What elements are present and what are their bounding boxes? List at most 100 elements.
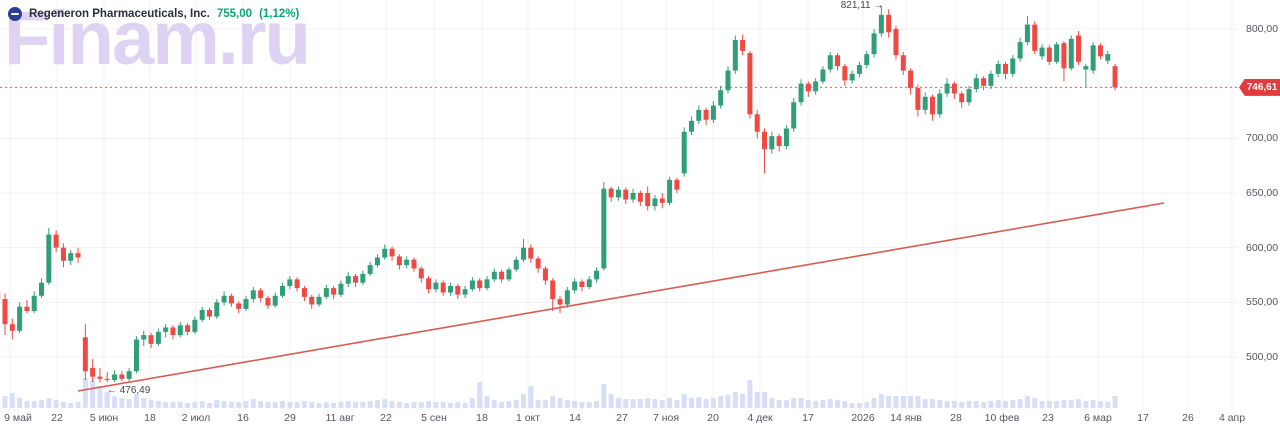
volume-bar	[535, 400, 541, 408]
logo-dash	[11, 12, 19, 16]
candle-body	[710, 105, 716, 120]
volume-bar	[645, 398, 651, 408]
volume-bar	[674, 400, 680, 408]
volume-bar	[681, 394, 687, 408]
volume-bar	[732, 392, 738, 408]
candle-body	[900, 55, 906, 71]
volume-bar	[499, 402, 505, 408]
candle-body	[455, 285, 461, 295]
candle-body	[805, 83, 811, 92]
candle-body	[783, 128, 789, 146]
candle-body	[542, 268, 548, 281]
candle-body	[645, 193, 651, 207]
volume-bar	[878, 394, 884, 408]
volume-bar	[557, 398, 563, 408]
x-axis-label: 23	[1042, 412, 1054, 424]
candle-body	[367, 265, 373, 274]
instrument-price: 755,00	[216, 8, 253, 20]
volume-bar	[265, 402, 271, 408]
candle-body	[521, 247, 527, 260]
x-axis-label: 22	[380, 412, 392, 424]
candle-body	[221, 295, 227, 303]
volume-bar	[243, 401, 249, 408]
candle-body	[754, 114, 760, 132]
candle-body	[433, 282, 439, 290]
candle-body	[608, 188, 614, 198]
volume-bar	[17, 398, 23, 408]
candle-body	[564, 290, 570, 305]
candle-body	[623, 189, 629, 200]
candle-body	[557, 299, 563, 305]
candle-body	[601, 188, 607, 269]
volume-bar	[433, 402, 439, 408]
candle-body	[871, 33, 877, 55]
candle-body	[842, 66, 848, 81]
volume-bar	[185, 403, 191, 408]
candle-body	[849, 73, 855, 81]
regeneron-logo-icon	[8, 7, 22, 21]
candle-body	[2, 299, 8, 325]
candle-body	[856, 65, 862, 74]
x-axis-label: 18	[144, 412, 156, 424]
x-axis-label: 5 сен	[421, 412, 447, 424]
candle-body	[353, 276, 359, 283]
volume-bar	[389, 401, 395, 408]
volume-bar	[827, 399, 833, 408]
candle-body	[981, 78, 987, 86]
candle-body	[53, 234, 59, 248]
volume-bar	[564, 400, 570, 408]
volume-bar	[835, 400, 841, 408]
volume-bar	[710, 398, 716, 408]
candle-body	[550, 280, 556, 300]
candle-body	[75, 253, 81, 258]
y-axis-label: 650,00	[1246, 187, 1279, 199]
volume-bar	[864, 402, 870, 408]
volume-bar	[396, 402, 402, 408]
candle-body	[973, 78, 979, 90]
candle-body	[535, 258, 541, 269]
volume-bar	[469, 398, 475, 408]
volume-bar	[345, 401, 351, 408]
candle-body	[258, 290, 264, 298]
candle-body	[133, 339, 139, 372]
volume-bar	[754, 392, 760, 408]
candle-body	[287, 279, 293, 286]
volume-bar	[46, 398, 52, 408]
volume-bar	[1068, 400, 1074, 408]
candle-body	[24, 306, 30, 312]
candle-body	[630, 193, 636, 200]
volume-bar	[404, 403, 410, 408]
volume-bar	[725, 395, 731, 408]
low-price-annotation: ← 476,49	[106, 384, 151, 396]
candle-body	[586, 279, 592, 288]
volume-bar	[484, 396, 490, 408]
candle-body	[732, 39, 738, 71]
volume-bar	[630, 399, 636, 408]
x-axis-label: 2026	[851, 412, 875, 424]
candle-body	[272, 295, 278, 306]
candle-body	[951, 83, 957, 94]
candle-body	[688, 120, 694, 132]
candle-body	[301, 288, 307, 297]
volume-bar	[192, 402, 198, 408]
volume-bar	[959, 402, 965, 408]
candle-body	[31, 295, 37, 312]
candle-body	[46, 234, 52, 283]
volume-bar	[374, 400, 380, 408]
volume-bar	[75, 402, 81, 408]
candle-body	[411, 259, 417, 269]
volume-bar	[995, 400, 1001, 408]
x-axis-label: 10 фев	[984, 412, 1020, 424]
volume-bar	[112, 396, 118, 408]
candle-body	[703, 109, 709, 120]
volume-bar	[506, 401, 512, 408]
candle-body	[206, 309, 212, 317]
candle-body	[1112, 66, 1118, 88]
x-axis-label: 29	[284, 412, 296, 424]
volume-bar	[521, 394, 527, 408]
x-axis-label: 14	[569, 412, 581, 424]
volume-bar	[221, 401, 227, 408]
candle-body	[243, 299, 249, 309]
candle-body	[316, 296, 322, 305]
